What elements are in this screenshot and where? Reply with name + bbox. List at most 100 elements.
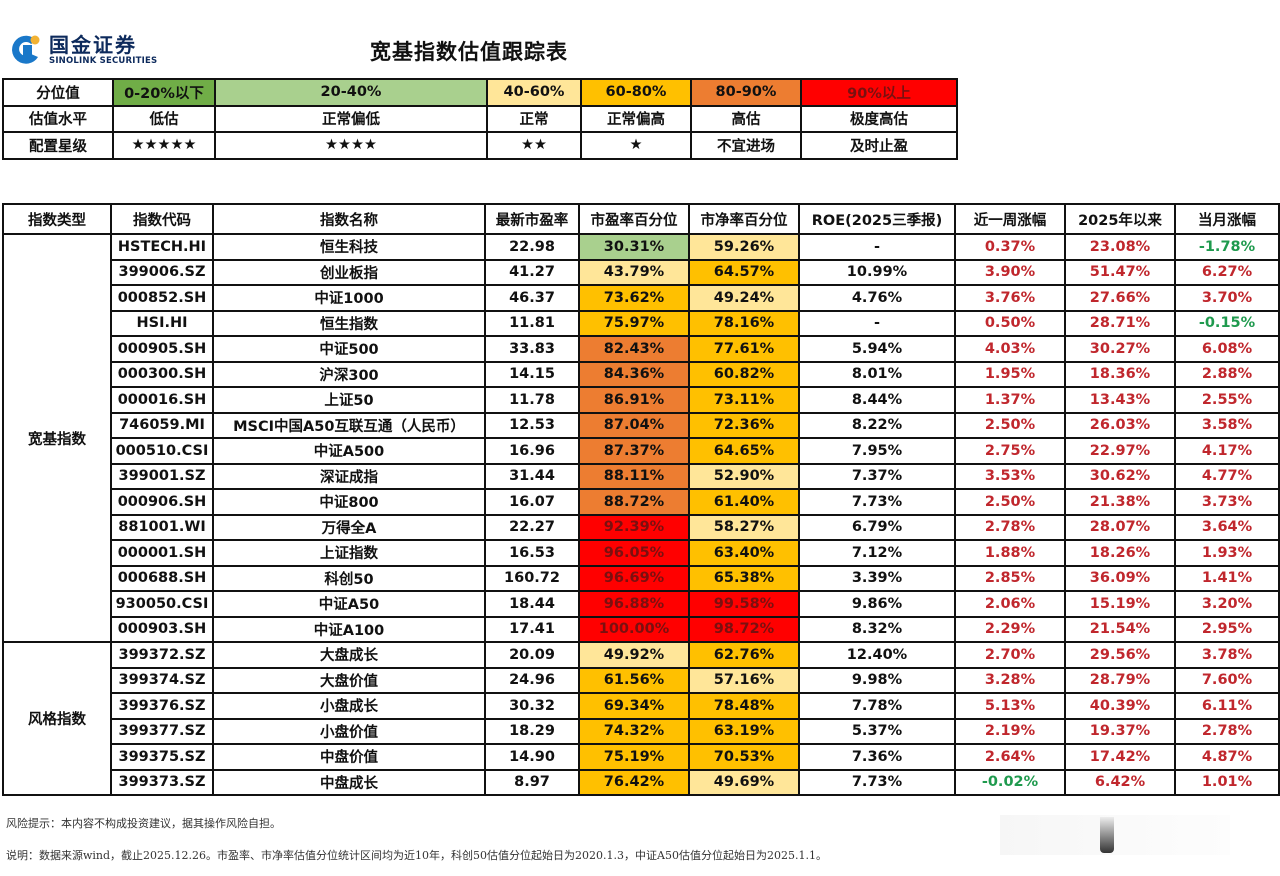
index-name-cell: 万得全A bbox=[212, 513, 486, 541]
pe-percentile-cell: 74.32% bbox=[578, 717, 690, 745]
pb-percentile-cell: 78.16% bbox=[688, 309, 800, 337]
pe-percentile-cell: 92.39% bbox=[578, 513, 690, 541]
index-name-cell: MSCI中国A50互联互通（人民币） bbox=[212, 411, 486, 439]
pb-percentile-cell: 77.61% bbox=[688, 335, 800, 363]
index-code-cell: 000016.SH bbox=[110, 386, 214, 414]
table-row: 399377.SZ 小盘价值 18.29 74.32% 63.19% 5.37% 2.19%… bbox=[3, 717, 1280, 745]
legend-band-range: 20-40% bbox=[214, 78, 488, 107]
roe-cell: 7.36% bbox=[798, 743, 956, 771]
legend-band-stars: 不宜进场 bbox=[690, 131, 802, 160]
table-row: 000852.SH 中证1000 46.37 73.62% 49.24% 4.76% 3.7… bbox=[3, 284, 1280, 312]
index-name-cell: 中证A50 bbox=[212, 590, 486, 618]
legend-band-level: 极度高估 bbox=[800, 104, 958, 133]
column-header-month-change: 当月涨幅 bbox=[1174, 203, 1280, 235]
index-code-cell: 399006.SZ bbox=[110, 258, 214, 286]
week-change-cell: 3.76% bbox=[954, 284, 1066, 312]
roe-cell: 3.39% bbox=[798, 564, 956, 592]
table-row: 000510.CSI 中证A500 16.96 87.37% 64.65% 7.95% 2.… bbox=[3, 437, 1280, 465]
index-name-cell: 小盘价值 bbox=[212, 717, 486, 745]
table-row: 风格指数 399372.SZ 大盘成长 20.09 49.92% 62.76% 12.40%… bbox=[2, 641, 1280, 796]
roe-cell: 7.73% bbox=[798, 488, 956, 516]
month-change-cell: 3.64% bbox=[1174, 513, 1280, 541]
roe-cell: 10.99% bbox=[798, 258, 956, 286]
month-change-cell: 3.20% bbox=[1174, 590, 1280, 618]
pb-percentile-cell: 70.53% bbox=[688, 743, 800, 771]
index-code-cell: 930050.CSI bbox=[110, 590, 214, 618]
latest-pe-cell: 16.07 bbox=[484, 488, 580, 516]
pb-percentile-cell: 61.40% bbox=[688, 488, 800, 516]
index-name-cell: 中证A500 bbox=[212, 437, 486, 465]
legend-band-range: 90%以上 bbox=[800, 78, 958, 107]
pe-percentile-cell: 86.91% bbox=[578, 386, 690, 414]
column-header-roe: ROE(2025三季报) bbox=[798, 203, 956, 235]
latest-pe-cell: 31.44 bbox=[484, 462, 580, 490]
index-name-cell: 恒生科技 bbox=[212, 233, 486, 261]
table-row: 399376.SZ 小盘成长 30.32 69.34% 78.48% 7.78% 5.13%… bbox=[3, 692, 1280, 720]
week-change-cell: 0.37% bbox=[954, 233, 1066, 261]
month-change-cell: 2.88% bbox=[1174, 360, 1280, 388]
pe-percentile-cell: 96.05% bbox=[578, 539, 690, 567]
ytd-change-cell: 36.09% bbox=[1064, 564, 1176, 592]
valuation-legend-table: 分位值 0-20%以下 20-40% 40-60% 60-80% 80-90% … bbox=[2, 78, 958, 160]
pb-percentile-cell: 99.58% bbox=[688, 590, 800, 618]
week-change-cell: 1.95% bbox=[954, 360, 1066, 388]
column-header-name: 指数名称 bbox=[212, 203, 486, 235]
pe-percentile-cell: 96.88% bbox=[578, 590, 690, 618]
roe-cell: - bbox=[798, 233, 956, 261]
index-name-cell: 上证50 bbox=[212, 386, 486, 414]
ytd-change-cell: 21.38% bbox=[1064, 488, 1176, 516]
legend-row-label: 估值水平 bbox=[2, 104, 114, 133]
week-change-cell: 2.85% bbox=[954, 564, 1066, 592]
pe-percentile-cell: 88.72% bbox=[578, 488, 690, 516]
latest-pe-cell: 33.83 bbox=[484, 335, 580, 363]
roe-cell: 8.32% bbox=[798, 615, 956, 643]
index-code-cell: 399372.SZ bbox=[110, 641, 214, 669]
week-change-cell: 2.50% bbox=[954, 488, 1066, 516]
index-code-cell: 399376.SZ bbox=[110, 692, 214, 720]
month-change-cell: 1.01% bbox=[1174, 768, 1280, 796]
table-row: 000001.SH 上证指数 16.53 96.05% 63.40% 7.12% 1.88%… bbox=[3, 539, 1280, 567]
week-change-cell: 5.13% bbox=[954, 692, 1066, 720]
month-change-cell: 6.27% bbox=[1174, 258, 1280, 286]
week-change-cell: 3.90% bbox=[954, 258, 1066, 286]
latest-pe-cell: 22.98 bbox=[484, 233, 580, 261]
index-name-cell: 中证1000 bbox=[212, 284, 486, 312]
week-change-cell: 2.50% bbox=[954, 411, 1066, 439]
pe-percentile-cell: 30.31% bbox=[578, 233, 690, 261]
roe-cell: 7.12% bbox=[798, 539, 956, 567]
table-row: 宽基指数 HSTECH.HI 恒生科技 22.98 30.31% 59.26% -0.37%… bbox=[2, 233, 1280, 643]
week-change-cell: 3.53% bbox=[954, 462, 1066, 490]
latest-pe-cell: 46.37 bbox=[484, 284, 580, 312]
month-change-cell: -0.15% bbox=[1174, 309, 1280, 337]
legend-row-label: 配置星级 bbox=[2, 131, 114, 160]
index-name-cell: 沪深300 bbox=[212, 360, 486, 388]
pb-percentile-cell: 52.90% bbox=[688, 462, 800, 490]
index-code-cell: 399375.SZ bbox=[110, 743, 214, 771]
legend-band-range: 60-80% bbox=[580, 78, 692, 107]
roe-cell: 5.37% bbox=[798, 717, 956, 745]
latest-pe-cell: 18.29 bbox=[484, 717, 580, 745]
pe-percentile-cell: 96.69% bbox=[578, 564, 690, 592]
pe-percentile-cell: 76.42% bbox=[578, 768, 690, 796]
ytd-change-cell: 27.66% bbox=[1064, 284, 1176, 312]
pe-percentile-cell: 87.37% bbox=[578, 437, 690, 465]
latest-pe-cell: 8.97 bbox=[484, 768, 580, 796]
ytd-change-cell: 21.54% bbox=[1064, 615, 1176, 643]
ytd-change-cell: 28.71% bbox=[1064, 309, 1176, 337]
index-name-cell: 中证500 bbox=[212, 335, 486, 363]
ytd-change-cell: 40.39% bbox=[1064, 692, 1176, 720]
month-change-cell: 3.78% bbox=[1174, 641, 1280, 669]
table-row: 399001.SZ 深证成指 31.44 88.11% 52.90% 7.37% 3.53%… bbox=[3, 462, 1280, 490]
page-title: 宽基指数估值跟踪表 bbox=[370, 40, 568, 64]
ytd-change-cell: 23.08% bbox=[1064, 233, 1176, 261]
pe-percentile-cell: 84.36% bbox=[578, 360, 690, 388]
table-header-row: 指数类型 指数代码 指数名称 最新市盈率 市盈率百分位 市净率百分位 ROE(2… bbox=[2, 203, 1280, 235]
table-row: 000906.SH 中证800 16.07 88.72% 61.40% 7.73% 2.50… bbox=[3, 488, 1280, 516]
pe-percentile-cell: 43.79% bbox=[578, 258, 690, 286]
month-change-cell: 4.87% bbox=[1174, 743, 1280, 771]
index-code-cell: 000300.SH bbox=[110, 360, 214, 388]
pb-percentile-cell: 62.76% bbox=[688, 641, 800, 669]
week-change-cell: -0.02% bbox=[954, 768, 1066, 796]
table-row: 399373.SZ 中盘成长 8.97 76.42% 49.69% 7.73% -0.02%… bbox=[3, 768, 1280, 796]
column-header-code: 指数代码 bbox=[110, 203, 214, 235]
